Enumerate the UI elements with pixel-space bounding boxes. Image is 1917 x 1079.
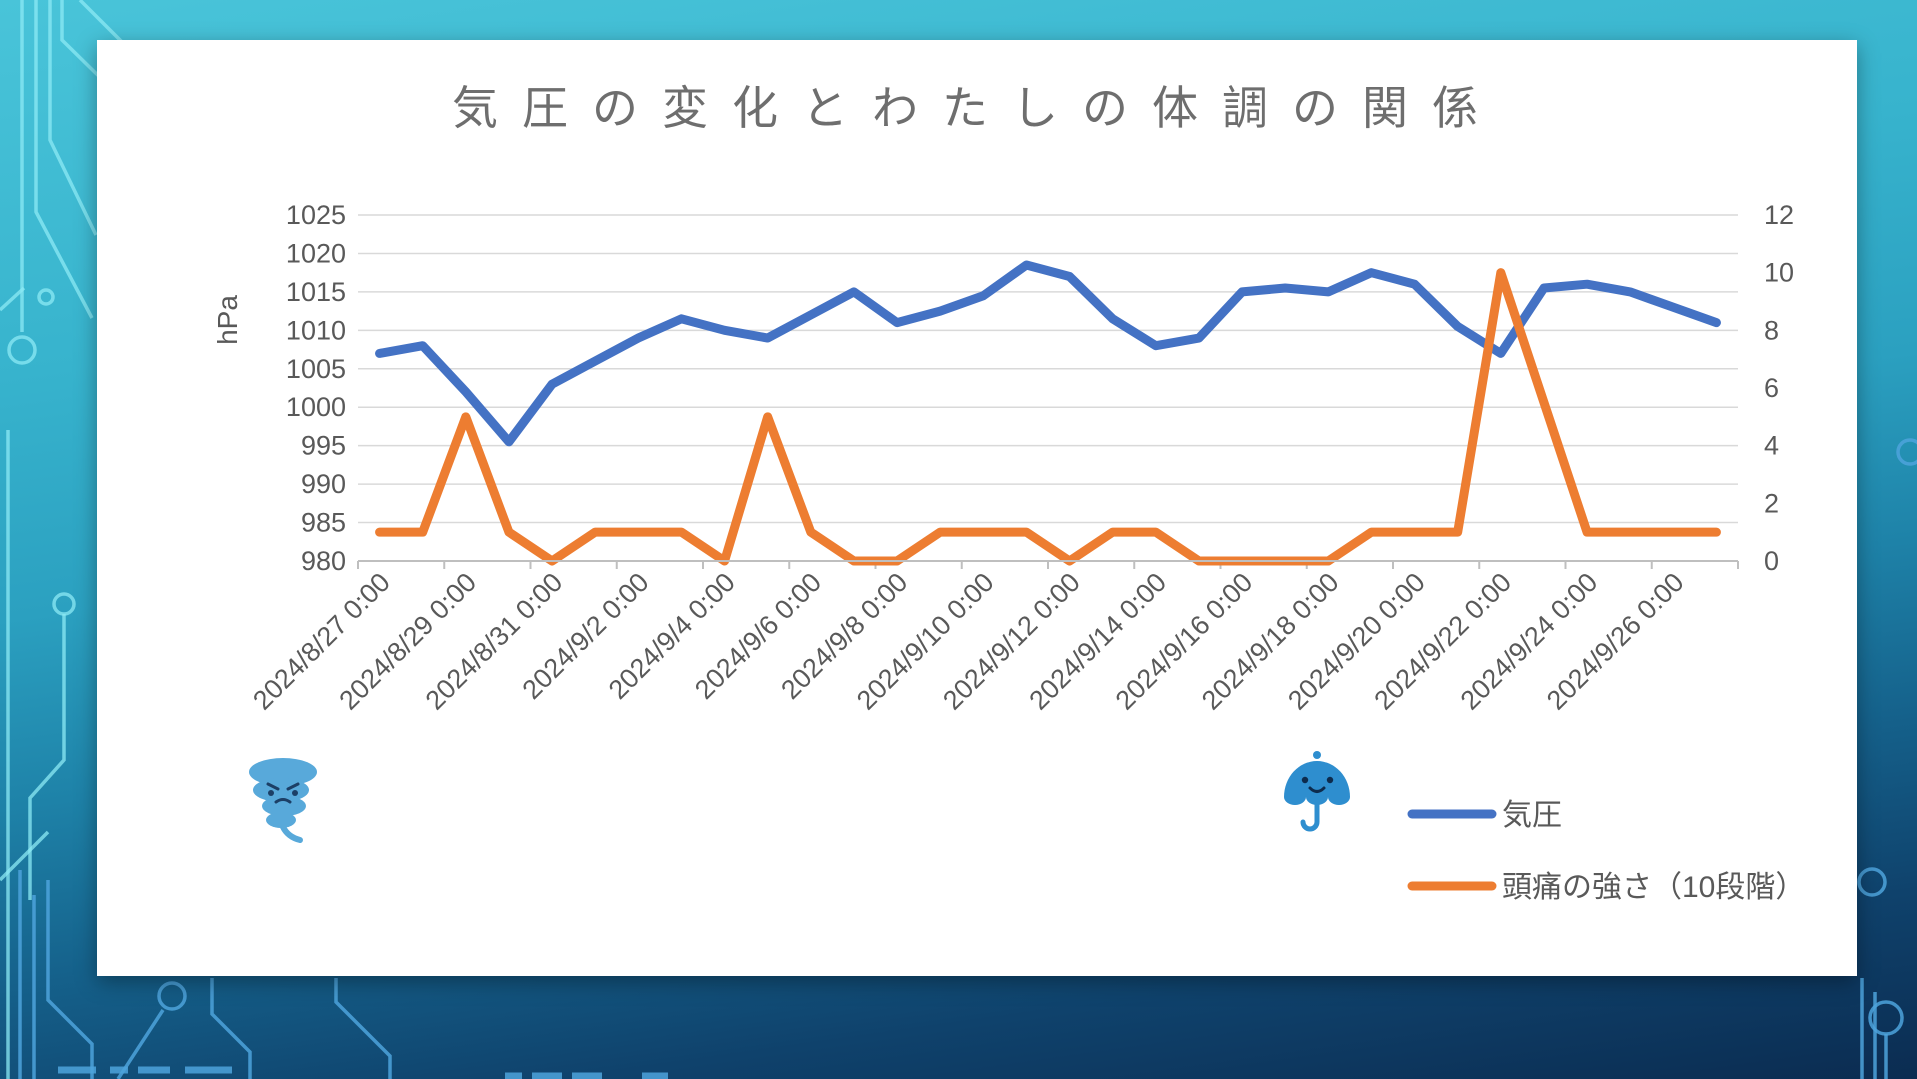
plot-area: 1025102010151010100510009959909859801210… (247, 200, 1794, 716)
circuit-pattern-top-left (0, 0, 134, 1079)
slide (97, 40, 1857, 976)
y-axis-label-right: 12 (1764, 200, 1794, 230)
legend-headache-label: 頭痛の強さ（10段階） (1502, 871, 1805, 904)
y-axis-label-left: 990 (301, 469, 346, 499)
y-axis-label-right: 8 (1764, 315, 1779, 345)
umbrella-icon (1284, 751, 1350, 832)
y-axis-label-left: 1000 (286, 392, 346, 422)
circuit-pattern-right (1857, 438, 1917, 1079)
pressure-line (375, 260, 1721, 447)
y-axis-label-right: 2 (1764, 488, 1779, 518)
y-axis-label-left: 1010 (286, 315, 346, 345)
left-axis-unit-label: hPa (212, 295, 243, 345)
chart-title: 気圧の変化とわたしの体調の関係 (452, 82, 1502, 134)
circuit-pattern-bottom (18, 870, 668, 1079)
y-axis-label-left: 995 (301, 431, 346, 461)
y-axis-label-left: 1025 (286, 200, 346, 230)
headache-line (375, 268, 1721, 566)
legend-pressure-label: 気圧 (1502, 799, 1562, 832)
y-axis-label-right: 4 (1764, 431, 1779, 461)
y-axis-label-right: 10 (1764, 258, 1794, 288)
y-axis-label-left: 1015 (286, 277, 346, 307)
y-axis-label-left: 1005 (286, 354, 346, 384)
y-axis-label-left: 985 (301, 508, 346, 538)
y-axis-label-right: 0 (1764, 546, 1779, 576)
typhoon-icon (249, 758, 317, 843)
y-axis-label-right: 6 (1764, 373, 1779, 403)
y-axis-label-left: 1020 (286, 238, 346, 268)
y-axis-label-left: 980 (301, 546, 346, 576)
chart-legend: 気圧 頭痛の強さ（10段階） (1407, 799, 1805, 904)
